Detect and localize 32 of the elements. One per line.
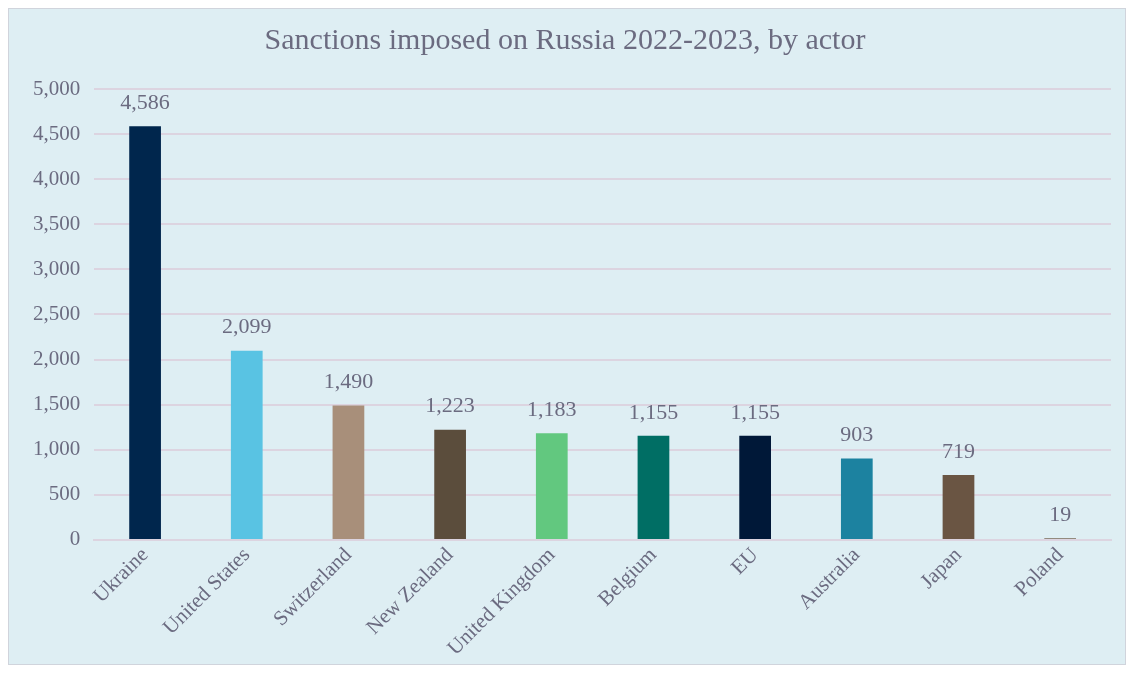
y-tick-label: 1,500: [33, 391, 81, 416]
y-tick-label: 1,000: [33, 436, 81, 461]
y-tick-label: 5,000: [33, 75, 81, 100]
bar: [637, 435, 670, 539]
y-tick-label: 500: [48, 481, 81, 506]
y-tick-label: 3,000: [33, 255, 81, 280]
data-label: 1,490: [323, 368, 374, 394]
y-tick-label: 2,500: [33, 300, 81, 325]
bar: [840, 458, 873, 539]
data-label: 1,223: [425, 392, 475, 418]
bar: [535, 433, 568, 539]
bar: [942, 475, 975, 539]
data-label: 1,155: [730, 398, 780, 424]
data-label: 2,099: [222, 313, 272, 339]
data-label: 1,183: [527, 396, 577, 422]
y-tick-label: 2,000: [33, 346, 81, 371]
bar: [332, 405, 365, 539]
data-label: 719: [941, 437, 975, 463]
data-label: 4,586: [120, 89, 170, 115]
bar: [129, 126, 161, 539]
data-label: 19: [1049, 501, 1072, 527]
data-label: 903: [840, 421, 874, 447]
y-tick-label: 0: [69, 526, 81, 551]
data-label: 1,155: [628, 398, 679, 424]
y-tick-label: 3,500: [33, 210, 81, 235]
bar: [739, 435, 771, 539]
bar: [434, 429, 466, 539]
y-tick-label: 4,000: [33, 165, 81, 190]
chart-title: Sanctions imposed on Russia 2022-2023, by actor: [264, 21, 866, 55]
bar: [230, 350, 263, 539]
x-tick-label: EU: [725, 542, 763, 580]
y-tick-label: 4,500: [33, 120, 81, 145]
